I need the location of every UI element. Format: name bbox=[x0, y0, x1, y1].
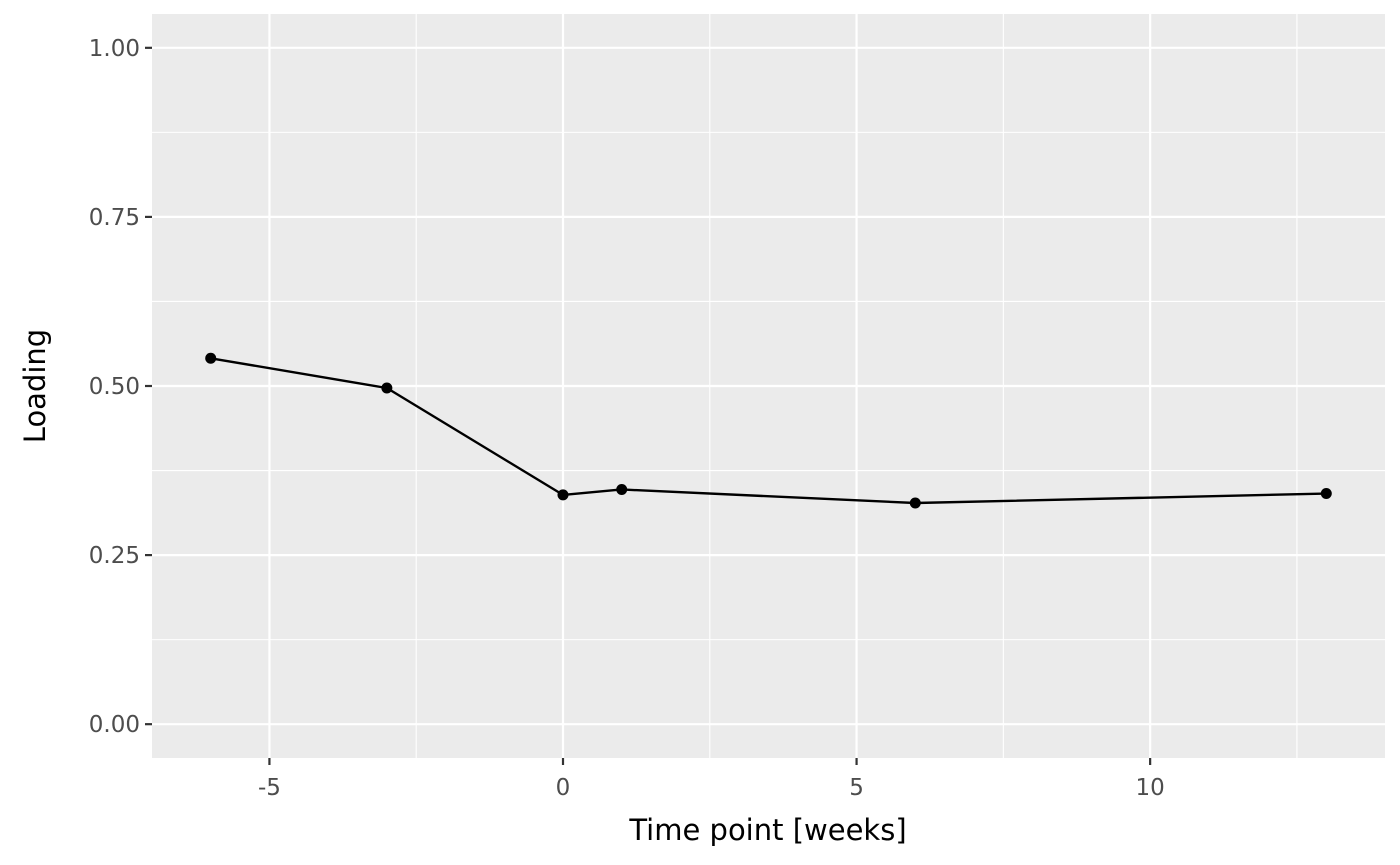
x-tick-label: -5 bbox=[258, 775, 281, 801]
y-axis-title: Loading bbox=[18, 329, 52, 443]
y-tick-label: 0.25 bbox=[89, 543, 140, 569]
data-point bbox=[1320, 488, 1332, 500]
data-point bbox=[557, 489, 569, 501]
x-tick-label: 5 bbox=[849, 775, 864, 801]
y-tick-label: 1.00 bbox=[89, 36, 140, 62]
data-series bbox=[205, 352, 1332, 509]
data-point bbox=[381, 382, 393, 394]
x-axis-ticks: -5 0 5 10 bbox=[258, 758, 1165, 801]
x-tick-label: 10 bbox=[1136, 775, 1165, 801]
major-gridlines bbox=[152, 14, 1385, 758]
series-line bbox=[210, 357, 1327, 505]
x-tick-label: 0 bbox=[556, 775, 571, 801]
y-tick-label: 0.00 bbox=[89, 712, 140, 738]
data-point bbox=[205, 352, 217, 364]
y-axis-ticks: 0.00 0.25 0.50 0.75 1.00 bbox=[89, 36, 152, 738]
x-axis-title: Time point [weeks] bbox=[628, 813, 906, 847]
data-point bbox=[909, 497, 921, 509]
data-point bbox=[616, 483, 628, 495]
y-tick-label: 0.75 bbox=[89, 205, 140, 231]
y-tick-label: 0.50 bbox=[89, 374, 140, 400]
